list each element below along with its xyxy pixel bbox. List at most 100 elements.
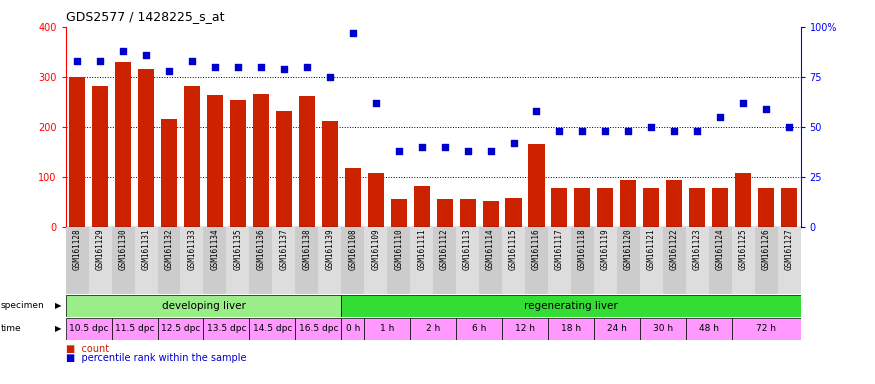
Text: GSM161112: GSM161112 [440,228,449,270]
Bar [571,227,594,294]
Bar [574,188,591,227]
Text: time: time [1,324,22,333]
Bar [92,86,108,227]
Text: GSM161113: GSM161113 [463,228,472,270]
Point [231,64,245,70]
Text: 14.5 dpc: 14.5 dpc [253,324,292,333]
Bar [459,199,476,227]
Bar [203,227,227,294]
Bar [368,173,384,227]
Text: ■  percentile rank within the sample: ■ percentile rank within the sample [66,353,246,363]
Bar [663,227,686,294]
Bar [643,188,660,227]
Text: 48 h: 48 h [699,324,718,333]
Text: GSM161129: GSM161129 [95,228,105,270]
Bar [364,227,388,294]
Bar [180,227,203,294]
Bar [318,227,341,294]
Bar [754,227,778,294]
Point [438,144,452,150]
Point [116,48,130,54]
Bar [364,318,410,340]
Point [713,114,727,120]
Bar [249,318,296,340]
Bar [548,227,571,294]
Point [690,127,704,134]
Point [392,147,406,154]
Bar [732,318,801,340]
Bar [230,100,246,227]
Bar [456,318,502,340]
Text: ■  count: ■ count [66,344,108,354]
Bar [322,121,338,227]
Text: GSM161121: GSM161121 [647,228,656,270]
Bar [781,188,797,227]
Bar [410,318,456,340]
Bar [414,185,430,227]
Bar [617,227,640,294]
Bar [548,318,594,340]
Bar [161,119,177,227]
Text: GSM161114: GSM161114 [486,228,495,270]
Bar [640,227,663,294]
Point [139,52,153,58]
Bar [594,227,617,294]
Bar [298,96,315,227]
Bar [296,227,318,294]
Bar [482,200,499,227]
Text: GSM161126: GSM161126 [761,228,771,270]
Point [254,64,268,70]
Bar [206,95,223,227]
Text: GSM161118: GSM161118 [578,228,587,270]
Bar [138,70,154,227]
Bar [112,318,158,340]
Text: GSM161133: GSM161133 [187,228,197,270]
Text: 10.5 dpc: 10.5 dpc [69,324,108,333]
Text: GSM161119: GSM161119 [601,228,610,270]
Bar [66,227,88,294]
Bar [735,173,752,227]
Text: GSM161108: GSM161108 [348,228,357,270]
Bar [341,318,364,340]
Point [460,147,474,154]
Bar [345,168,360,227]
Point [552,127,566,134]
Text: 12.5 dpc: 12.5 dpc [161,324,200,333]
Text: specimen: specimen [1,301,45,310]
Bar [112,227,135,294]
Point [93,58,107,64]
Text: GSM161139: GSM161139 [326,228,334,270]
Text: 24 h: 24 h [607,324,626,333]
Point [782,124,796,130]
Point [668,127,682,134]
Text: GSM161109: GSM161109 [371,228,381,270]
Bar [686,227,709,294]
Point [507,140,521,146]
Bar [158,227,180,294]
Bar [276,111,292,227]
Text: GSM161132: GSM161132 [164,228,173,270]
Bar [506,198,522,227]
Point [529,108,543,114]
Text: GSM161130: GSM161130 [118,228,128,270]
Bar [272,227,296,294]
Bar [525,227,548,294]
Text: 16.5 dpc: 16.5 dpc [298,324,338,333]
Point [323,74,337,80]
Bar [551,188,568,227]
Text: GSM161128: GSM161128 [73,228,81,270]
Text: 72 h: 72 h [756,324,776,333]
Text: 11.5 dpc: 11.5 dpc [115,324,154,333]
Bar [620,180,636,227]
Point [736,100,750,106]
Bar [594,318,640,340]
Point [598,127,612,134]
Text: GSM161124: GSM161124 [716,228,724,270]
Point [760,106,774,112]
Text: GSM161116: GSM161116 [532,228,541,270]
Bar [709,227,731,294]
Bar [253,94,269,227]
Text: GSM161110: GSM161110 [394,228,403,270]
Text: GSM161111: GSM161111 [417,228,426,270]
Bar [66,295,341,317]
